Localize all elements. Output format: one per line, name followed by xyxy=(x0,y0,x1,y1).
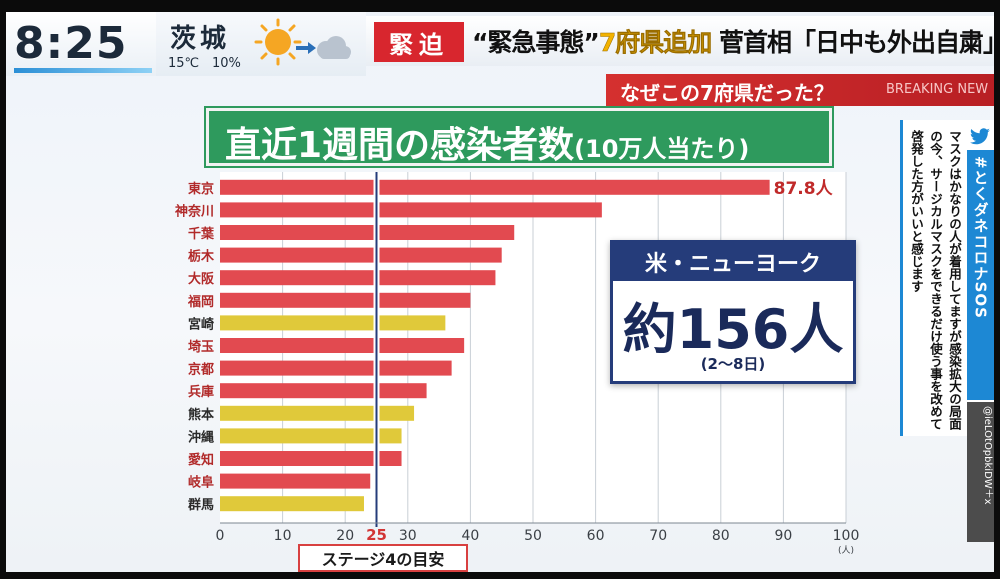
x-tick-label: 70 xyxy=(649,528,667,544)
bar xyxy=(220,383,427,399)
category-label: 愛知 xyxy=(188,452,214,468)
stage-label: ステージ4の目安 xyxy=(298,544,468,572)
clock-time: 8:25 xyxy=(14,18,128,69)
tweet-panel: #とくダネコロナSOS @ieLOtOpbkiDW＋x マスクはかなりの人が着用… xyxy=(900,120,994,542)
category-label: 岐阜 xyxy=(188,475,214,491)
bar xyxy=(220,496,364,512)
bar xyxy=(220,338,465,353)
twitter-bird-icon xyxy=(970,128,990,145)
chart-title: 直近1週間の感染者数(10万人当たり) xyxy=(225,116,749,168)
new-york-title: 米・ニューヨーク xyxy=(613,243,853,281)
x-tick-label: 0 xyxy=(216,528,225,544)
headline-text: “緊急事態”7府県追加 菅首相「日中も外出自粛」 xyxy=(472,23,994,59)
bar xyxy=(220,292,471,308)
new-york-value: 約156人 xyxy=(622,298,844,361)
bar xyxy=(220,428,402,444)
category-label: 沖縄 xyxy=(188,429,214,445)
chart-title-box: 直近1週間の感染者数(10万人当たり) xyxy=(204,106,834,168)
category-label: 群馬 xyxy=(188,497,214,513)
bar xyxy=(220,202,602,218)
x-tick-label: 40 xyxy=(461,528,479,544)
subheadline-text: なぜこの7府県だった？ xyxy=(620,81,834,105)
headline-part1: “緊急事態” xyxy=(472,28,600,57)
bar xyxy=(220,225,515,240)
category-label: 宮崎 xyxy=(188,316,214,332)
chart-title-sub: (10万人当たり) xyxy=(574,135,750,163)
headline-part2: 7府県追加 xyxy=(598,28,713,58)
bar xyxy=(220,473,371,489)
category-label: 千葉 xyxy=(188,226,215,242)
sun-cloud-icon xyxy=(254,18,351,66)
reference-tick-label: 25 xyxy=(366,526,387,544)
weather-panel: 茨城 15℃ 10% xyxy=(156,12,366,76)
bar xyxy=(220,405,415,421)
tv-screen: 8:25 茨城 15℃ 10% xyxy=(6,12,994,572)
category-label: 福岡 xyxy=(187,294,214,310)
weather-city: 茨城 xyxy=(170,24,231,54)
category-label: 神奈川 xyxy=(175,203,214,219)
headline-tag: 緊迫 xyxy=(374,22,464,62)
category-label: 兵庫 xyxy=(188,384,214,400)
new-york-period: (2〜8日) xyxy=(700,355,766,373)
bar xyxy=(220,179,770,195)
category-label: 埼玉 xyxy=(188,339,214,355)
clock-panel: 8:25 xyxy=(6,12,156,76)
x-tick-label: 30 xyxy=(399,528,417,544)
new-york-box: 米・ニューヨーク 約156人 (2〜8日) xyxy=(610,240,856,384)
tweet-hashtag: #とくダネコロナSOS xyxy=(967,150,994,400)
category-label: 大阪 xyxy=(188,271,215,287)
category-label: 熊本 xyxy=(188,407,214,423)
category-label: 東京 xyxy=(188,181,214,197)
category-label: 栃木 xyxy=(188,249,215,265)
x-tick-label: 60 xyxy=(587,528,605,544)
x-tick-label: 80 xyxy=(712,528,730,544)
headline-bar: 緊迫 “緊急事態”7府県追加 菅首相「日中も外出自粛」 xyxy=(366,16,994,66)
weather-precip: 10% xyxy=(212,56,241,71)
bar xyxy=(220,360,452,376)
data-label: 87.8人 xyxy=(774,179,834,199)
bar xyxy=(220,315,446,331)
category-label: 京都 xyxy=(188,362,214,378)
x-tick-label: 10 xyxy=(274,528,292,544)
x-tick-label: 20 xyxy=(336,528,354,544)
headline-part3: 菅首相「日中も外出自粛」 xyxy=(711,28,994,57)
x-tick-label: 50 xyxy=(524,528,542,544)
x-tick-label: 100 xyxy=(833,528,860,544)
bar xyxy=(220,451,402,466)
clock-underline xyxy=(14,68,152,73)
tweet-user: @ieLOtOpbkiDW＋x xyxy=(967,402,994,542)
breaking-news-label: BREAKING NEW xyxy=(886,82,989,97)
bar xyxy=(220,247,502,263)
subheadline-bar: なぜこの7府県だった？ BREAKING NEW xyxy=(606,74,994,106)
weather-temp: 15℃ xyxy=(168,56,200,71)
x-tick-label: 90 xyxy=(774,528,792,544)
chart-title-main: 直近1週間の感染者数 xyxy=(225,125,575,166)
bar xyxy=(220,270,496,286)
x-unit-label: (人) xyxy=(838,545,854,556)
tweet-text: マスクはかなりの人が着用してますが感染拡大の局面の今、サージカルマスクをできるだ… xyxy=(909,130,962,430)
